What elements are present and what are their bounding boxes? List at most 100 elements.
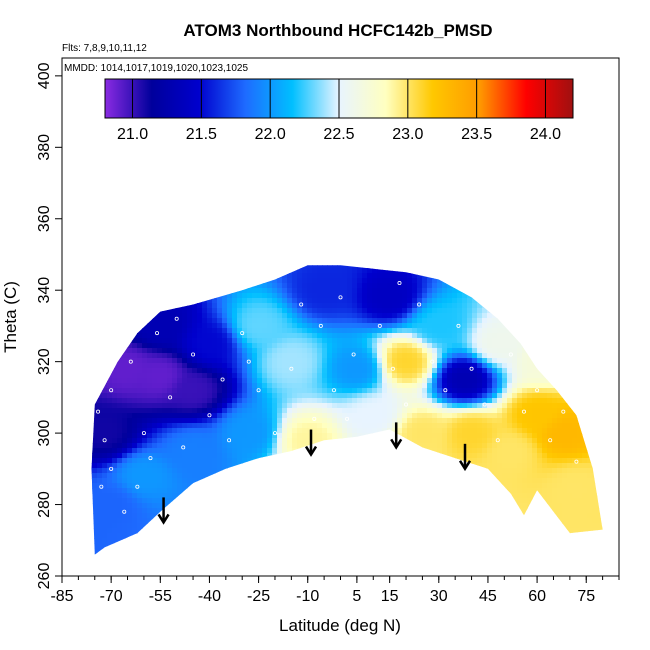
heatmap-cell — [522, 243, 528, 249]
heatmap-cell — [287, 58, 293, 64]
heatmap-cell — [237, 243, 243, 249]
heatmap-cell — [567, 208, 573, 214]
heatmap-cell — [262, 213, 268, 219]
heatmap-cell — [122, 173, 128, 179]
heatmap-cell — [387, 68, 393, 74]
heatmap-cell — [107, 168, 113, 174]
heatmap-cell — [422, 268, 428, 274]
heatmap-cell — [232, 123, 238, 129]
heatmap-cell — [407, 228, 413, 234]
heatmap-cell — [317, 265, 323, 269]
heatmap-cell — [162, 223, 168, 229]
heatmap-cell — [377, 273, 383, 279]
heatmap-cell — [457, 158, 463, 164]
heatmap-cell — [247, 198, 253, 204]
heatmap-cell — [542, 158, 548, 164]
heatmap-cell — [87, 98, 93, 104]
heatmap-cell — [347, 253, 353, 259]
heatmap-cell — [147, 193, 153, 199]
heatmap-cell — [532, 208, 538, 214]
heatmap-cell — [127, 228, 133, 234]
heatmap-cell — [142, 148, 148, 154]
heatmap-cell — [417, 238, 423, 244]
heatmap-cell — [82, 143, 88, 149]
heatmap-cell — [282, 68, 288, 74]
heatmap-cell — [77, 198, 83, 204]
heatmap-cell — [522, 148, 528, 154]
heatmap-cell — [522, 168, 528, 174]
heatmap-cell — [182, 248, 188, 254]
heatmap-cell — [232, 268, 238, 274]
heatmap-cell — [402, 178, 408, 184]
heatmap-cell — [337, 118, 343, 124]
heatmap-cell — [292, 268, 298, 274]
heatmap-cell — [147, 203, 153, 209]
heatmap-cell — [612, 103, 618, 109]
heatmap-cell — [502, 268, 508, 274]
heatmap-cell — [62, 88, 68, 94]
heatmap-cell — [502, 118, 508, 124]
heatmap-cell — [117, 233, 123, 239]
heatmap-cell — [607, 163, 613, 169]
heatmap-cell — [417, 268, 423, 274]
heatmap-cell — [252, 158, 258, 164]
heatmap-cell — [142, 198, 148, 204]
heatmap-cell — [187, 143, 193, 149]
heatmap-cell — [372, 128, 378, 134]
heatmap-cell — [67, 163, 73, 169]
heatmap-cell — [377, 258, 383, 264]
heatmap-cell — [417, 213, 423, 219]
heatmap-cell — [177, 158, 183, 164]
heatmap-cell — [237, 258, 243, 264]
heatmap-cell — [287, 178, 293, 184]
heatmap-cell — [602, 223, 608, 229]
heatmap-cell — [512, 248, 518, 254]
heatmap-cell — [312, 143, 318, 149]
heatmap-cell — [512, 148, 518, 154]
heatmap-cell — [87, 203, 93, 209]
heatmap-cell — [597, 228, 603, 234]
heatmap-cell — [392, 148, 398, 154]
heatmap-cell — [577, 73, 583, 79]
heatmap-cell — [482, 143, 488, 149]
heatmap-cell — [257, 265, 263, 269]
heatmap-cell — [282, 265, 288, 269]
heatmap-cell — [447, 118, 453, 124]
heatmap-cell — [617, 218, 623, 224]
heatmap-cell — [527, 238, 533, 244]
heatmap-cell — [97, 198, 103, 204]
heatmap-cell — [382, 58, 388, 64]
heatmap-cell — [387, 118, 393, 124]
heatmap-cell — [72, 133, 78, 139]
heatmap-cell — [247, 208, 253, 214]
heatmap-cell — [477, 213, 483, 219]
heatmap-cell — [197, 143, 203, 149]
heatmap-cell — [407, 63, 413, 69]
heatmap-cell — [332, 118, 338, 124]
heatmap-cell — [597, 113, 603, 119]
heatmap-cell — [462, 228, 468, 234]
heatmap-cell — [242, 143, 248, 149]
heatmap-cell — [527, 248, 533, 254]
heatmap-cell — [107, 118, 113, 124]
heatmap-cell — [257, 213, 263, 219]
heatmap-cell — [542, 148, 548, 154]
heatmap-cell — [617, 168, 623, 174]
heatmap-cell — [547, 143, 553, 149]
heatmap-cell — [527, 223, 533, 229]
heatmap-cell — [232, 148, 238, 154]
heatmap-cell — [322, 158, 328, 164]
heatmap-cell — [302, 213, 308, 219]
heatmap-cell — [417, 228, 423, 234]
heatmap-cell — [512, 223, 518, 229]
heatmap-cell — [357, 148, 363, 154]
heatmap-cell — [72, 208, 78, 214]
heatmap-cell — [207, 183, 213, 189]
heatmap-cell — [452, 248, 458, 254]
heatmap-cell — [217, 218, 223, 224]
heatmap-cell — [457, 118, 463, 124]
heatmap-cell — [212, 243, 218, 249]
heatmap-cell — [497, 73, 503, 79]
heatmap-cell — [612, 228, 618, 234]
heatmap-cell — [452, 193, 458, 199]
